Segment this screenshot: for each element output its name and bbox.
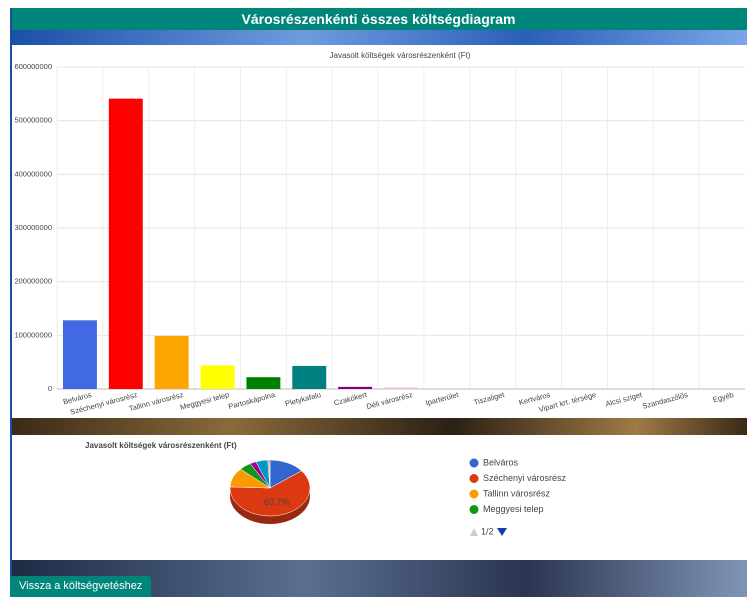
banner <box>10 30 747 45</box>
y-tick-label: 600000000 <box>14 62 52 71</box>
y-tick-label: 300000000 <box>14 223 52 232</box>
chart-title: Javasolt költségek városrészenként (Ft) <box>85 441 237 450</box>
bar <box>292 365 327 389</box>
pie-panel <box>12 435 747 560</box>
back-button[interactable]: Vissza a költségvetéshez <box>10 576 152 597</box>
chart-title: Javasolt költségek városrészenként (Ft) <box>330 51 471 60</box>
bar <box>108 98 143 389</box>
y-tick-label: 500000000 <box>14 116 52 125</box>
pager-down[interactable] <box>497 528 507 536</box>
pager-up[interactable] <box>470 528 478 536</box>
y-tick-label: 0 <box>48 384 52 393</box>
legend-swatch <box>469 458 479 468</box>
pager-text: 1/2 <box>481 526 494 536</box>
legend-label: Meggyesi telep <box>483 504 544 514</box>
legend-label: Tallinn városrész <box>483 488 551 498</box>
pie-slice <box>229 470 311 517</box>
photo-strip <box>10 418 747 435</box>
bar <box>338 386 373 389</box>
legend-swatch <box>469 489 479 499</box>
legend-swatch <box>469 505 479 514</box>
y-tick-label: 400000000 <box>14 169 52 178</box>
legend-label: Széchenyi városrész <box>483 473 567 483</box>
bar <box>154 335 189 389</box>
page-title: Városrészenkénti összes költségdiagram <box>10 8 747 30</box>
y-tick-label: 100000000 <box>14 330 52 339</box>
legend-swatch <box>469 474 479 483</box>
border <box>10 8 12 597</box>
bar <box>200 365 235 389</box>
y-tick-label: 200000000 <box>14 277 52 286</box>
legend-label: Belváros <box>483 457 519 467</box>
pie-slice <box>268 459 271 489</box>
bar <box>384 387 418 389</box>
bar <box>246 377 281 389</box>
pie-label: 60.7% <box>264 497 290 507</box>
bar <box>62 320 97 389</box>
